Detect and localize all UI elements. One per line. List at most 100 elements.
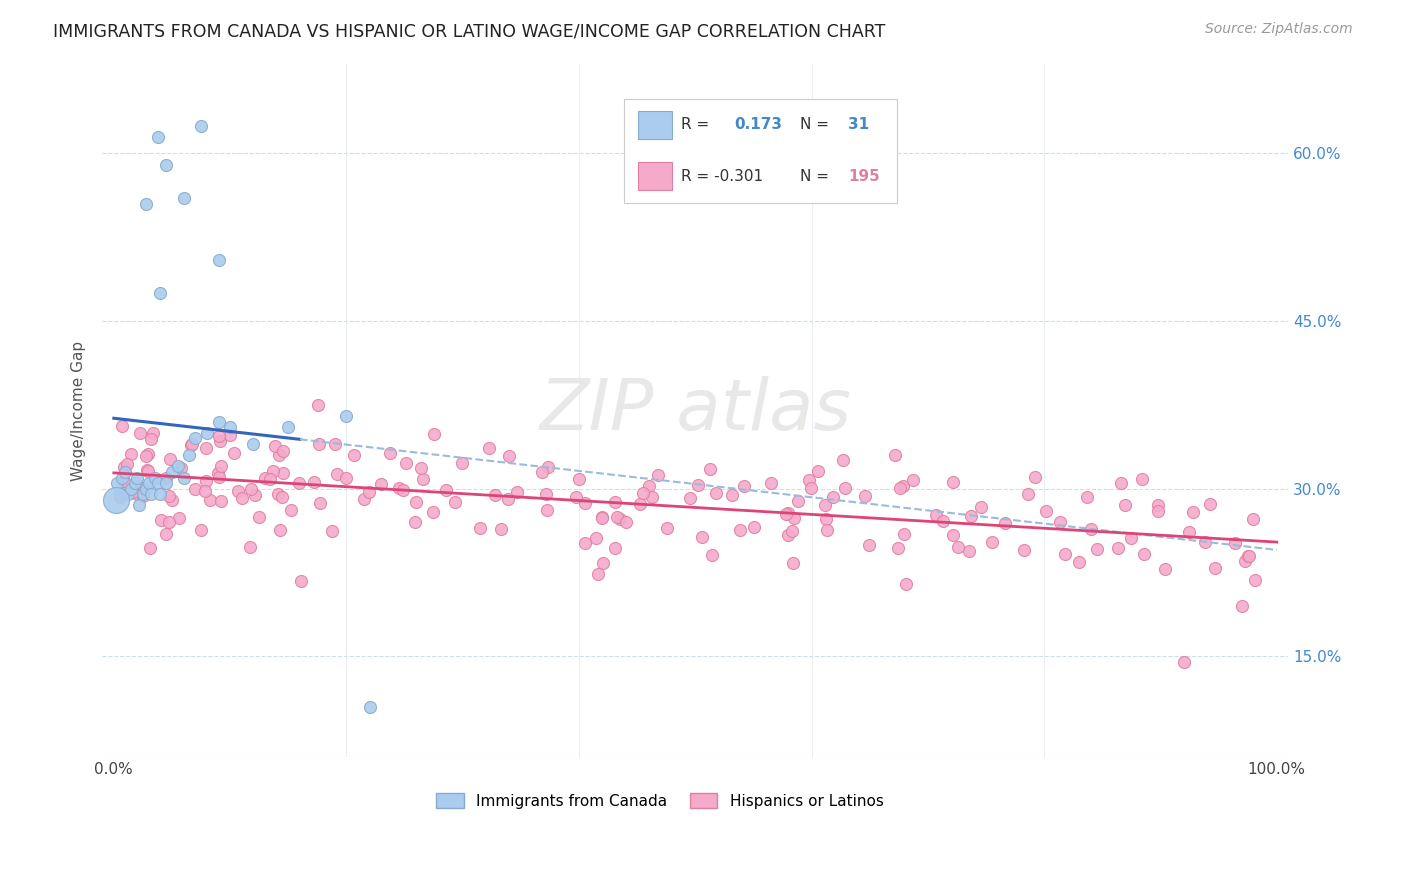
- Point: [690, 530, 713, 544]
- Point: [222, 446, 245, 460]
- Point: [226, 484, 249, 499]
- Point: [180, 438, 202, 452]
- Point: [782, 556, 804, 570]
- Point: [970, 500, 993, 514]
- Point: [157, 489, 180, 503]
- Point: [173, 470, 195, 484]
- Point: [271, 444, 294, 458]
- Point: [271, 466, 294, 480]
- Point: [942, 528, 965, 542]
- Point: [245, 488, 267, 502]
- Point: [249, 510, 271, 524]
- Point: [231, 491, 253, 505]
- Point: [146, 129, 169, 144]
- Point: [128, 499, 150, 513]
- Point: [574, 496, 596, 510]
- Point: [647, 467, 669, 482]
- Point: [271, 490, 294, 504]
- Point: [370, 477, 392, 491]
- Point: [896, 576, 918, 591]
- Point: [1053, 547, 1076, 561]
- Point: [631, 486, 654, 500]
- Point: [335, 409, 357, 423]
- Point: [359, 699, 381, 714]
- Point: [139, 541, 162, 555]
- Point: [1237, 549, 1260, 564]
- FancyBboxPatch shape: [638, 112, 672, 139]
- Point: [160, 465, 183, 479]
- Point: [127, 470, 149, 484]
- Point: [733, 479, 755, 493]
- Point: [903, 474, 925, 488]
- Point: [853, 489, 876, 503]
- Point: [132, 487, 155, 501]
- Point: [267, 487, 290, 501]
- Point: [1069, 555, 1091, 569]
- Point: [1147, 498, 1170, 512]
- Point: [1244, 574, 1267, 588]
- Point: [1012, 543, 1035, 558]
- Point: [858, 538, 880, 552]
- Point: [1024, 470, 1046, 484]
- Point: [194, 483, 217, 498]
- Point: [259, 472, 281, 486]
- Point: [565, 490, 588, 504]
- Point: [127, 487, 149, 501]
- Point: [1114, 498, 1136, 512]
- Point: [155, 526, 177, 541]
- Point: [498, 449, 520, 463]
- Point: [405, 494, 427, 508]
- Point: [628, 497, 651, 511]
- Point: [378, 446, 401, 460]
- Point: [496, 492, 519, 507]
- Point: [783, 510, 806, 524]
- Point: [335, 471, 357, 485]
- Point: [1241, 512, 1264, 526]
- Point: [489, 522, 512, 536]
- Point: [139, 432, 162, 446]
- Point: [422, 506, 444, 520]
- Point: [242, 437, 264, 451]
- Point: [254, 470, 277, 484]
- Point: [146, 476, 169, 491]
- Point: [302, 475, 325, 489]
- Point: [115, 477, 138, 491]
- Point: [1035, 504, 1057, 518]
- Point: [179, 448, 201, 462]
- Point: [391, 483, 413, 497]
- Text: R =: R =: [681, 117, 714, 132]
- Point: [143, 470, 166, 484]
- Point: [957, 543, 980, 558]
- Point: [194, 441, 217, 455]
- Point: [139, 487, 162, 501]
- Point: [262, 465, 284, 479]
- Point: [287, 475, 309, 490]
- Point: [761, 476, 783, 491]
- Point: [609, 512, 631, 526]
- Text: IMMIGRANTS FROM CANADA VS HISPANIC OR LATINO WAGE/INCOME GAP CORRELATION CHART: IMMIGRANTS FROM CANADA VS HISPANIC OR LA…: [53, 22, 886, 40]
- Point: [574, 536, 596, 550]
- Point: [155, 476, 177, 491]
- Text: N =: N =: [800, 169, 834, 184]
- Point: [605, 541, 627, 555]
- Point: [484, 487, 506, 501]
- Point: [700, 548, 723, 562]
- FancyBboxPatch shape: [638, 162, 672, 190]
- Point: [155, 471, 177, 485]
- Point: [155, 158, 177, 172]
- Point: [117, 487, 139, 501]
- Point: [1049, 515, 1071, 529]
- Point: [114, 465, 136, 479]
- Point: [786, 494, 808, 508]
- Point: [614, 515, 637, 529]
- Point: [536, 503, 558, 517]
- Point: [290, 574, 312, 588]
- Point: [994, 516, 1017, 530]
- Point: [606, 510, 628, 524]
- Point: [169, 460, 191, 475]
- Point: [195, 425, 218, 440]
- Point: [591, 510, 613, 524]
- Point: [815, 523, 838, 537]
- Point: [1234, 554, 1257, 568]
- Point: [132, 481, 155, 495]
